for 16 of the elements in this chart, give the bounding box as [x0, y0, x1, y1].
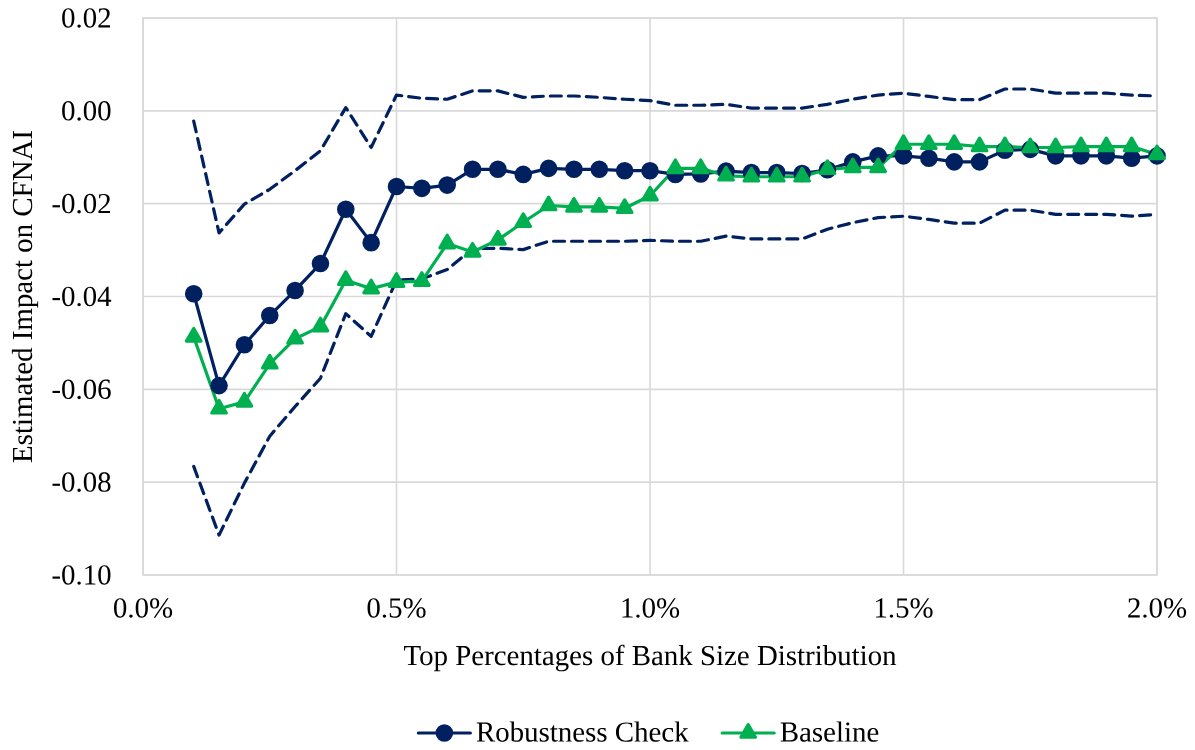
x-tick-label: 0.0% — [114, 598, 173, 618]
x-tick-label: 0.5% — [367, 598, 426, 618]
x-axis-title: Top Percentages of Bank Size Distribution — [404, 644, 897, 672]
y-tick-label: -0.04 — [52, 286, 112, 307]
x-tick-label: 1.5% — [875, 598, 933, 618]
y-tick-label: 0.02 — [62, 8, 110, 28]
legend-label: Baseline — [780, 721, 879, 742]
legend-label: Robustness Check — [476, 721, 689, 742]
y-tick-label: -0.08 — [52, 472, 111, 492]
y-tick-label: -0.10 — [52, 565, 111, 585]
y-tick-label: -0.02 — [52, 193, 110, 214]
y-tick-label: -0.06 — [52, 379, 111, 400]
y-axis-title: Estimated Impact on CFNAI — [11, 130, 39, 463]
x-tick-label: 1.0% — [622, 598, 680, 618]
x-tick-label: 2.0% — [1128, 598, 1187, 618]
y-tick-label: 0.00 — [62, 101, 111, 121]
